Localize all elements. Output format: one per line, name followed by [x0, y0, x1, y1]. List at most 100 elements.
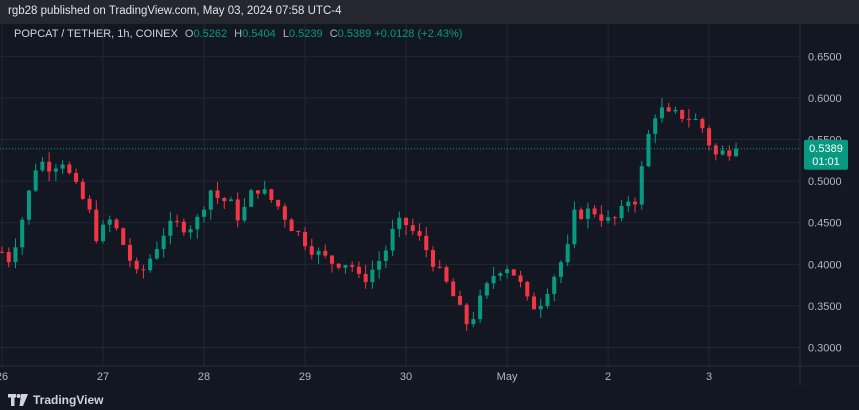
legend-low-label: L: [282, 28, 289, 40]
candle-body: [592, 208, 597, 215]
candle-body: [693, 119, 698, 121]
candle-body: [404, 217, 409, 226]
candle-body: [289, 219, 294, 232]
y-tick-label: 0.3500: [808, 301, 842, 313]
chart-area[interactable]: 0.30000.35000.40000.45000.50000.55000.60…: [0, 24, 859, 386]
x-tick-label: 2: [605, 371, 611, 383]
candle-body: [74, 173, 79, 182]
candle-body: [518, 275, 523, 282]
candle-body: [659, 107, 664, 119]
candle-body: [316, 250, 321, 255]
last-price-tag: [804, 139, 848, 170]
candle-body: [558, 262, 563, 277]
candle-body: [585, 208, 590, 219]
candle-body: [511, 269, 516, 276]
candle-body: [612, 217, 617, 219]
candlestick-chart[interactable]: 0.30000.35000.40000.45000.50000.55000.60…: [0, 24, 859, 386]
bar-countdown-label: 01:01: [812, 156, 840, 168]
candle-body: [410, 225, 415, 232]
candle-body: [639, 166, 644, 205]
candle-body: [80, 181, 85, 199]
candle-body: [464, 304, 469, 325]
candle-body: [121, 228, 126, 245]
candle-body: [282, 206, 287, 220]
candle-body: [255, 190, 260, 194]
candle-body: [700, 119, 705, 129]
candle-body: [6, 251, 11, 263]
legend-open-value: 0.5262: [193, 28, 228, 40]
candle-body: [336, 263, 341, 268]
candle-body: [202, 209, 207, 217]
candle-body: [249, 190, 254, 207]
candle-body: [228, 199, 233, 202]
candle-body: [565, 244, 570, 263]
candle-body: [222, 198, 227, 202]
candle-body: [525, 281, 530, 297]
candle-body: [606, 217, 611, 221]
candle-body: [26, 190, 31, 220]
legend-open-label: O: [184, 28, 194, 40]
candle-body: [303, 231, 308, 247]
x-tick-label: 27: [97, 371, 109, 383]
x-tick-label: May: [497, 371, 518, 383]
candle-body: [653, 118, 658, 134]
candle-body: [195, 216, 200, 230]
candle-body: [168, 220, 173, 236]
tradingview-logo-icon: [8, 394, 28, 406]
candle-body: [235, 199, 240, 221]
candle-body: [457, 296, 462, 305]
candle-body: [491, 275, 496, 284]
candle-body: [356, 266, 361, 274]
candle-body: [161, 235, 166, 249]
candle-body: [188, 229, 193, 233]
candle-body: [127, 244, 132, 261]
candle-body: [599, 214, 604, 221]
candle-body: [350, 265, 355, 267]
candle-body: [269, 189, 274, 200]
candle-body: [377, 260, 382, 270]
candle-body: [632, 201, 638, 205]
candle-body: [734, 148, 739, 157]
candle-body: [0, 251, 5, 253]
footer-bar: TradingView: [0, 386, 859, 410]
y-tick-label: 0.6500: [808, 51, 842, 63]
candle-body: [552, 276, 557, 294]
candle-body: [666, 107, 671, 112]
candle-body: [148, 258, 153, 271]
footer-brand: TradingView: [33, 393, 104, 407]
candle-body: [47, 161, 52, 172]
x-tick-label: 30: [400, 371, 412, 383]
legend-high-value: 0.5404: [242, 28, 276, 40]
candle-body: [101, 224, 106, 242]
candle-body: [383, 250, 388, 261]
candle-body: [114, 219, 119, 229]
candle-body: [262, 189, 267, 194]
candle-body: [572, 209, 577, 245]
ohlc-legend: POPCAT / TETHER, 1h, COINEX O0.5262 H0.5…: [14, 28, 462, 40]
y-tick-label: 0.5000: [808, 176, 842, 188]
candle-body: [471, 319, 476, 325]
candle-body: [60, 164, 65, 169]
legend-change: +0.0128 (+2.43%): [374, 28, 463, 40]
x-tick-label: 29: [299, 371, 311, 383]
candle-body: [707, 128, 712, 146]
candle-body: [579, 209, 584, 219]
candle-body: [53, 168, 58, 172]
x-tick-label: 3: [706, 371, 712, 383]
candle-body: [397, 217, 402, 229]
publisher-bar: rgb28 published on TradingView.com, May …: [0, 0, 859, 24]
last-price-label: 0.5389: [809, 143, 843, 155]
candle-body: [727, 150, 732, 157]
candle-body: [242, 206, 247, 221]
candle-body: [208, 190, 213, 210]
candle-body: [619, 206, 624, 219]
candle-body: [33, 170, 38, 191]
candle-body: [545, 293, 550, 306]
y-tick-label: 0.3000: [808, 343, 842, 355]
candle-body: [424, 235, 429, 251]
candle-body: [40, 161, 45, 171]
candle-body: [538, 305, 543, 310]
candle-body: [134, 260, 139, 270]
y-tick-label: 0.4500: [808, 218, 842, 230]
candle-body: [484, 283, 489, 296]
